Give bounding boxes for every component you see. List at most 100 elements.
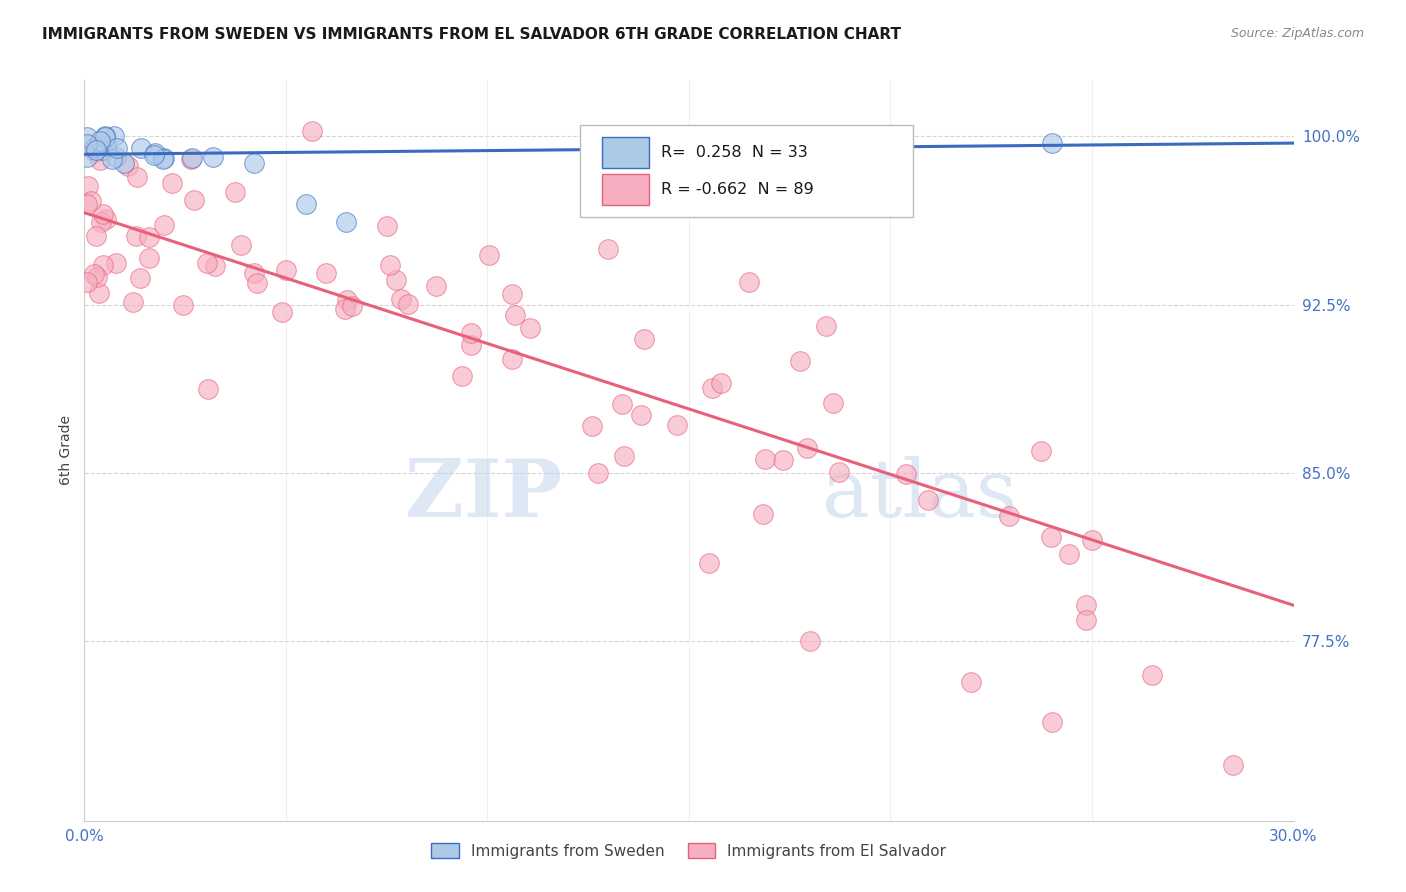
Point [105, 141, 128, 155]
Y-axis label: 6th Grade: 6th Grade [59, 416, 73, 485]
Point [76, 179, 98, 194]
Point [375, 219, 398, 233]
Point [796, 441, 818, 455]
Point [197, 382, 219, 396]
Point [91, 258, 114, 272]
Point [90, 214, 112, 228]
Point [630, 409, 652, 423]
Point [84, 140, 107, 154]
Point [505, 309, 527, 323]
Point [143, 148, 166, 162]
Point [152, 218, 174, 232]
Point [104, 150, 127, 164]
Point [80, 194, 103, 208]
Point [128, 270, 150, 285]
Text: atlas: atlas [823, 456, 1017, 534]
Point [598, 242, 620, 256]
Point [301, 124, 323, 138]
Text: IMMIGRANTS FROM SWEDEN VS IMMIGRANTS FROM EL SALVADOR 6TH GRADE CORRELATION CHAR: IMMIGRANTS FROM SWEDEN VS IMMIGRANTS FRO… [42, 27, 901, 42]
Point [91, 143, 114, 157]
Point [799, 634, 821, 648]
Point [86, 229, 108, 244]
Point [76, 197, 98, 211]
Point [1040, 136, 1063, 150]
Point [180, 153, 202, 167]
Point [117, 159, 139, 173]
Point [89, 153, 111, 168]
Point [76, 129, 98, 144]
Point [181, 151, 204, 165]
Point [1074, 614, 1097, 628]
Point [129, 141, 152, 155]
Point [138, 251, 160, 265]
Text: ZIP: ZIP [405, 456, 562, 534]
Point [335, 302, 357, 317]
FancyBboxPatch shape [581, 125, 912, 218]
Point [91, 207, 114, 221]
Point [1029, 444, 1052, 458]
Point [295, 196, 318, 211]
Point [336, 293, 359, 307]
Point [93, 128, 115, 143]
Point [460, 326, 482, 340]
Point [1222, 757, 1244, 772]
Point [702, 381, 724, 395]
Point [143, 145, 166, 160]
Point [1081, 533, 1104, 548]
Point [245, 277, 267, 291]
Point [342, 300, 364, 314]
Point [162, 176, 184, 190]
Point [385, 272, 408, 286]
Point [224, 186, 246, 200]
FancyBboxPatch shape [602, 174, 650, 204]
Point [204, 259, 226, 273]
Point [112, 155, 135, 169]
Point [83, 268, 105, 282]
Point [823, 396, 845, 410]
Point [122, 294, 145, 309]
Point [96, 212, 118, 227]
Point [242, 266, 264, 280]
Point [451, 368, 474, 383]
Point [94, 138, 117, 153]
Point [276, 262, 298, 277]
Point [1057, 547, 1080, 561]
Point [613, 450, 636, 464]
Point [315, 266, 337, 280]
Point [828, 465, 851, 479]
Point [1142, 668, 1164, 682]
Point [84, 143, 107, 157]
Point [202, 150, 225, 164]
Point [152, 153, 174, 167]
Point [633, 333, 655, 347]
Point [501, 351, 523, 366]
Point [86, 270, 108, 285]
Point [396, 297, 419, 311]
Point [814, 318, 837, 333]
Point [76, 150, 98, 164]
Point [460, 338, 482, 352]
Point [519, 320, 541, 334]
Point [172, 298, 194, 312]
Point [89, 285, 111, 300]
Text: R=  0.258  N = 33: R= 0.258 N = 33 [661, 145, 808, 160]
Point [1074, 598, 1097, 612]
Point [425, 279, 447, 293]
Point [138, 229, 160, 244]
Point [271, 305, 294, 319]
Point [738, 275, 761, 289]
Point [242, 156, 264, 170]
Point [89, 135, 111, 149]
Point [586, 466, 609, 480]
Point [389, 292, 412, 306]
Point [93, 129, 115, 144]
Point [103, 129, 125, 144]
Point [231, 237, 253, 252]
Point [76, 136, 98, 151]
Point [666, 418, 689, 433]
Point [153, 152, 176, 166]
Point [710, 376, 733, 391]
Legend: Immigrants from Sweden, Immigrants from El Salvador: Immigrants from Sweden, Immigrants from … [426, 837, 952, 865]
Point [610, 397, 633, 411]
Text: Source: ZipAtlas.com: Source: ZipAtlas.com [1230, 27, 1364, 40]
